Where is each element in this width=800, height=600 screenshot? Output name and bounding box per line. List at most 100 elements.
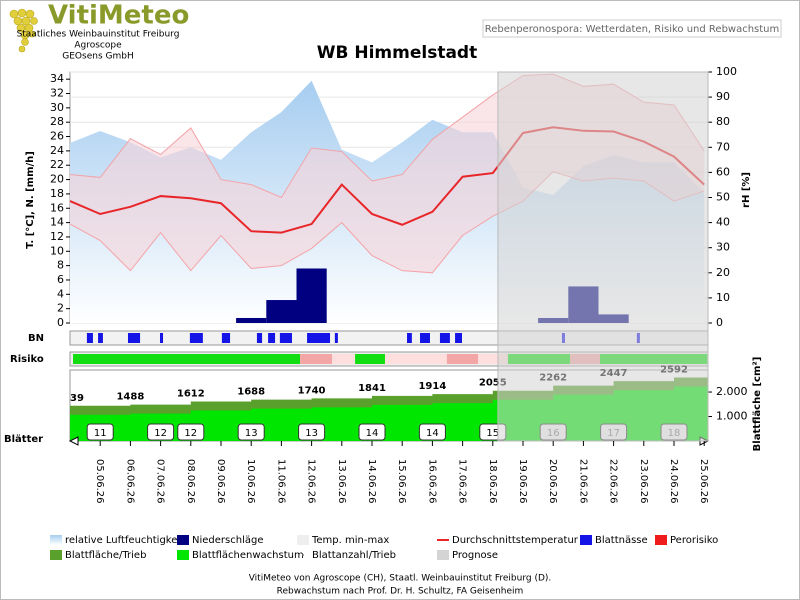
precip-bar (266, 300, 297, 323)
x-tick-label: 13.06.26 (336, 459, 347, 504)
leaf-wetness (455, 333, 462, 343)
legend-label: Temp. min-max (311, 535, 389, 546)
leaf-area-label: 1439 (56, 393, 84, 404)
y-tick-label: 18 (50, 187, 64, 200)
y2-tick-label: 100 (716, 65, 737, 78)
x-tick-label: 18.06.26 (487, 459, 498, 504)
y2-tick-label: 40 (716, 216, 730, 229)
legend-label: Prognose (452, 550, 498, 561)
axis-arrow (68, 436, 79, 446)
y-tick-label: 4 (57, 287, 64, 300)
y-tick-label: 34 (50, 72, 64, 85)
y2-axis-label: rH [%] (741, 172, 752, 208)
leaf-wetness (189, 333, 203, 343)
chart-title: WB Himmelstadt (317, 43, 477, 63)
y-tick-label: 12 (50, 230, 64, 243)
y-tick-label: 8 (57, 259, 64, 272)
x-tick-label: 25.06.26 (698, 459, 709, 504)
x-tick-label: 17.06.26 (457, 459, 468, 504)
leaf-count-box (177, 423, 205, 441)
logo-line: GEOsens GmbH (62, 52, 133, 62)
y-tick-label: 30 (50, 101, 64, 114)
y-tick-label: 14 (50, 216, 64, 229)
legend-label: Blattfläche/Trieb (65, 550, 146, 561)
leaf-y-tick-label: 2.000 (716, 385, 748, 398)
x-tick-label: 12.06.26 (306, 459, 317, 504)
leaf-wetness (307, 333, 331, 343)
leaf-area-label: 1688 (237, 387, 265, 398)
footer-line: VitiMeteo von Agroscope (CH), Staatl. We… (249, 574, 552, 584)
x-tick-label: 15.06.26 (396, 459, 407, 504)
x-tick-label: 24.06.26 (668, 459, 679, 504)
logo-text: VitiMeteo (48, 1, 189, 31)
y-tick-label: 26 (50, 130, 64, 143)
y2-tick-label: 80 (716, 115, 730, 128)
legend-swatch (437, 550, 449, 560)
leaf-wetness (279, 333, 292, 343)
leaf-wetness (98, 333, 103, 343)
legend-swatch (302, 554, 304, 556)
precip-bar (236, 317, 267, 323)
logo-grapes (9, 8, 38, 53)
leaf-count-box (298, 423, 326, 441)
leaf-wetness (439, 333, 450, 343)
legend-label: Blattanzahl/Trieb (312, 550, 396, 561)
legend-label: Perorisiko (670, 535, 718, 546)
leaf-area-label: 1740 (298, 385, 326, 396)
leaf-wetness (407, 333, 412, 343)
x-tick-label: 20.06.26 (547, 459, 558, 504)
y2-tick-label: 90 (716, 90, 730, 103)
x-tick-label: 07.06.26 (155, 459, 166, 504)
risk-segment (332, 354, 356, 364)
y-tick-label: 28 (50, 115, 64, 128)
forecast-overlay (497, 71, 709, 442)
legend-swatch (177, 550, 189, 560)
leaf-area-label: 2055 (479, 378, 507, 389)
leaf-wetness (221, 333, 231, 343)
legend-swatch (655, 535, 667, 545)
legend-swatch (50, 535, 62, 545)
y2-tick-label: 60 (716, 165, 730, 178)
leaf-wetness (334, 333, 338, 343)
y2-tick-label: 10 (716, 291, 730, 304)
risk-segment (355, 354, 385, 364)
y-tick-label: 32 (50, 87, 64, 100)
y2-tick-label: 50 (716, 191, 730, 204)
x-tick-label: 23.06.26 (638, 459, 649, 504)
leaf-count-box (147, 423, 175, 441)
legend-label: Durchschnittstemperatur (452, 535, 579, 546)
risk-segment (384, 354, 447, 364)
leaf-wetness (256, 333, 263, 343)
leaf-count-box (358, 423, 386, 441)
leaf-wetness (420, 333, 430, 343)
risk-segment (446, 354, 479, 364)
y-tick-label: 24 (50, 144, 64, 157)
x-tick-label: 11.06.26 (275, 459, 286, 504)
leaf-count-box (418, 423, 446, 441)
y-tick-label: 20 (50, 173, 64, 186)
leaf-wetness (268, 333, 276, 343)
y2-tick-label: 0 (716, 316, 723, 329)
x-tick-label: 10.06.26 (245, 459, 256, 504)
leaf-area-label: 1488 (116, 392, 144, 403)
legend-label: Blattnässe (595, 535, 648, 546)
leaf-count-box (86, 423, 114, 441)
leaf-y-tick-label: 1.000 (716, 410, 748, 423)
leaf-count-label: 12 (154, 428, 167, 439)
legend-swatch (177, 535, 189, 545)
y-tick-label: 22 (50, 158, 64, 171)
legend-swatch (580, 535, 592, 545)
x-tick-label: 21.06.26 (577, 459, 588, 504)
x-tick-label: 16.06.26 (426, 459, 437, 504)
legend-label: relative Luftfeuchtigkeit (65, 535, 184, 546)
logo-line: Agroscope (74, 41, 122, 51)
precip-bar (296, 268, 327, 323)
y-axis-label: T. [°C], N. [mm/h] (25, 151, 36, 249)
x-tick-label: 19.06.26 (517, 459, 528, 504)
leaf-count-label: 14 (366, 428, 379, 439)
footer-line: Rebwachstum nach Prof. Dr. H. Schultz, F… (277, 587, 524, 597)
panel-label: Blätter (4, 434, 43, 445)
panel-label: Risiko (10, 354, 44, 365)
legend-label: Niederschläge (192, 535, 263, 546)
